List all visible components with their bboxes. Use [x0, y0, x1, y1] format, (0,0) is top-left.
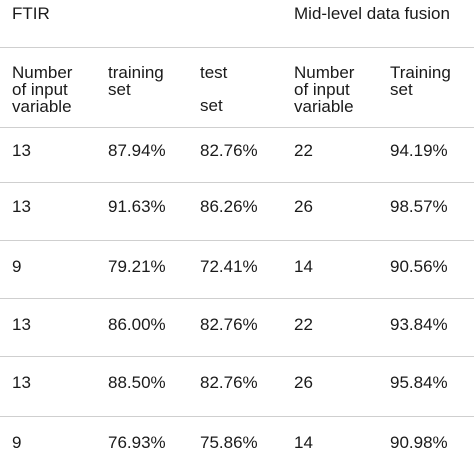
header-bottom-divider: [0, 127, 474, 128]
table-cell-fusion-vars: 22: [294, 315, 313, 334]
row-divider: [0, 240, 474, 241]
table-cell-vars: 13: [12, 197, 31, 216]
table-cell-test: 82.76%: [200, 141, 258, 160]
table-cell-test: 75.86%: [200, 433, 258, 452]
row-divider: [0, 416, 474, 417]
table-cell-train: 76.93%: [108, 433, 166, 452]
table-cell-fusion-vars: 26: [294, 373, 313, 392]
header-number-input-variable: Number of input variable: [12, 63, 73, 116]
table-cell-fusion-train: 90.98%: [390, 433, 448, 452]
table-cell-vars: 13: [12, 373, 31, 392]
row-divider: [0, 356, 474, 357]
table-cell-fusion-vars: 14: [294, 433, 313, 452]
table-cell-vars: 13: [12, 315, 31, 334]
header-training-set: training set: [108, 63, 164, 99]
fusion-section-title: Mid-level data fusion: [294, 4, 450, 23]
table-cell-fusion-vars: 22: [294, 141, 313, 160]
table-cell-vars: 9: [12, 257, 22, 276]
header-fusion-number-input-variable: Number of input variable: [294, 63, 355, 116]
table-cell-fusion-train: 90.56%: [390, 257, 448, 276]
table-cell-train: 87.94%: [108, 141, 166, 160]
table-cell-fusion-train: 98.57%: [390, 197, 448, 216]
header-fusion-training-set: Training set: [390, 63, 451, 99]
table-cell-fusion-train: 94.19%: [390, 141, 448, 160]
table-cell-test: 82.76%: [200, 373, 258, 392]
table-cell-fusion-vars: 26: [294, 197, 313, 216]
table-cell-train: 86.00%: [108, 315, 166, 334]
table-cell-test: 72.41%: [200, 257, 258, 276]
table-cell-test: 82.76%: [200, 315, 258, 334]
table-cell-fusion-train: 95.84%: [390, 373, 448, 392]
table-cell-vars: 13: [12, 141, 31, 160]
table-cell-fusion-vars: 14: [294, 257, 313, 276]
table-cell-train: 91.63%: [108, 197, 166, 216]
table-cell-train: 88.50%: [108, 373, 166, 392]
table-cell-fusion-train: 93.84%: [390, 315, 448, 334]
table-cell-train: 79.21%: [108, 257, 166, 276]
table-cell-vars: 9: [12, 433, 22, 452]
header-test-set: test set: [200, 63, 228, 115]
row-divider: [0, 298, 474, 299]
ftir-section-title: FTIR: [12, 4, 50, 23]
header-top-divider: [0, 47, 474, 48]
row-divider: [0, 182, 474, 183]
table-cell-test: 86.26%: [200, 197, 258, 216]
